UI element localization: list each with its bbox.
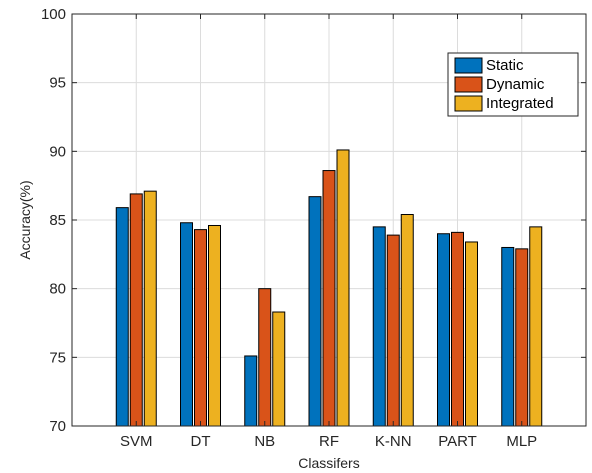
bar-integrated-svm (143, 190, 157, 427)
bar-dynamic-svm (129, 193, 143, 427)
x-tick-label: PART (438, 433, 477, 450)
bar-dynamic-part (451, 231, 464, 427)
legend-swatch-static (454, 57, 483, 74)
y-tick-label: 70 (49, 418, 66, 435)
bar-static-part (437, 233, 450, 427)
y-tick-label: 100 (41, 6, 66, 23)
y-tick-label: 85 (49, 212, 66, 229)
bar-dynamic-mlp (515, 248, 529, 427)
bar-static-dt (180, 222, 193, 427)
y-tick-label: 80 (49, 281, 66, 298)
legend-swatch-integrated (454, 95, 483, 112)
bar-dynamic-dt (194, 229, 207, 427)
y-axis-title: Accuracy(%) (17, 180, 33, 259)
bar-static-rf (308, 196, 322, 427)
x-tick-label: MLP (506, 433, 537, 450)
bar-static-nb (244, 355, 258, 427)
x-tick-label: SVM (120, 433, 153, 450)
legend-label-static: Static (486, 57, 524, 74)
bar-integrated-k-nn (400, 214, 414, 427)
x-axis-title: Classifers (298, 455, 359, 471)
y-tick-label: 95 (49, 75, 66, 92)
y-tick-label: 75 (49, 349, 66, 366)
bar-integrated-nb (272, 311, 286, 427)
bar-integrated-rf (336, 149, 350, 427)
legend-label-integrated: Integrated (486, 95, 554, 112)
legend-swatch-dynamic (454, 76, 483, 93)
x-tick-label: K-NN (375, 433, 412, 450)
y-tick-label: 90 (49, 143, 66, 160)
bar-dynamic-k-nn (386, 234, 400, 427)
bar-dynamic-nb (258, 288, 272, 427)
bar-integrated-dt (208, 224, 221, 427)
x-tick-label: NB (254, 433, 275, 450)
bar-static-k-nn (372, 226, 386, 427)
x-tick-label: DT (191, 433, 211, 450)
legend: Static Dynamic Integrated (447, 52, 579, 117)
legend-label-dynamic: Dynamic (486, 76, 545, 93)
x-tick-label: RF (319, 433, 339, 450)
bar-dynamic-rf (322, 170, 336, 427)
bar-integrated-mlp (529, 226, 543, 427)
bar-static-mlp (501, 246, 515, 427)
x-axis: SVM DT NB RF K-NN PART MLP (120, 14, 537, 450)
y-axis: 70 75 80 85 90 95 100 (41, 6, 586, 435)
bar-integrated-part (465, 241, 478, 427)
bar-static-svm (115, 207, 129, 427)
